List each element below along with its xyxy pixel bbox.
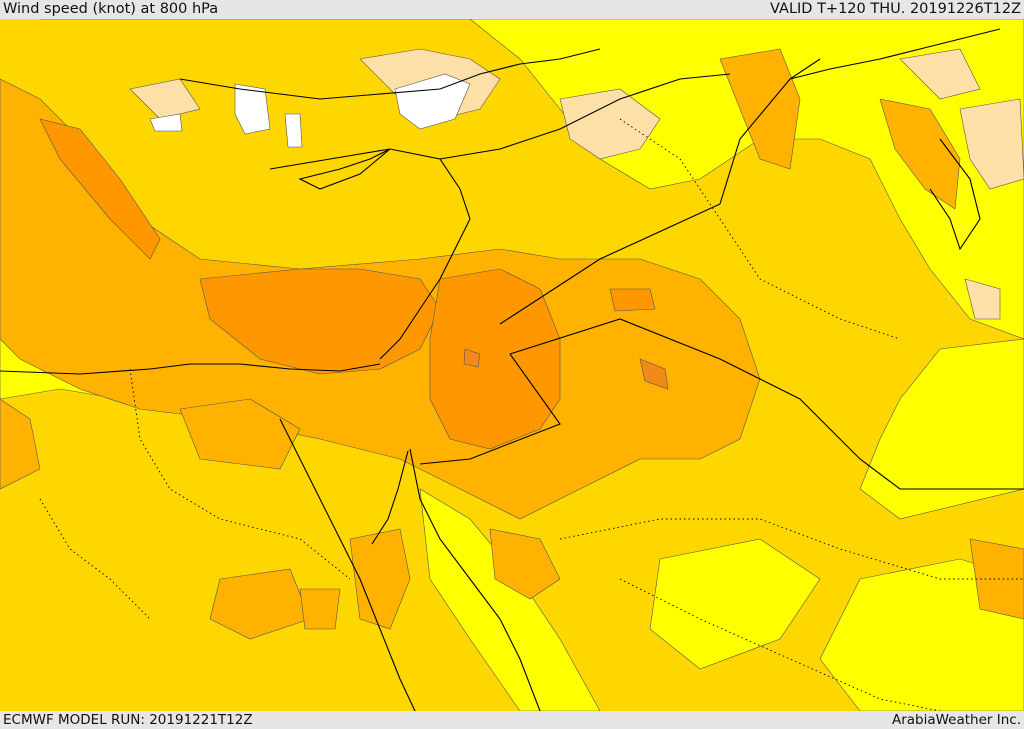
dotted-boundaries (39, 118, 1024, 711)
dark-orange-iraq-patch (639, 358, 669, 390)
iraq-iran-border (719, 58, 821, 205)
orange-cyprus-west (39, 118, 161, 260)
saudi-iraq-border (509, 318, 1024, 490)
yellow-se-patch (649, 538, 821, 670)
syria-turkey-border (439, 73, 731, 160)
saudi-jordan-border (419, 353, 561, 465)
light-persian-gulf (959, 98, 1024, 190)
amber-iraq-north (719, 48, 801, 170)
calm-regions (149, 73, 471, 148)
amber-sinai-west (179, 398, 301, 470)
light-gulf-coast (964, 278, 1001, 320)
arabia-red-sea-coast (409, 448, 541, 711)
persian-gulf-coast (929, 138, 981, 251)
saudi-dotted-line-1 (559, 518, 1024, 580)
model-run: ECMWF MODEL RUN: 20191221T12Z (3, 712, 253, 728)
yellow-east-band (859, 338, 1024, 520)
calm-aegean-east (284, 113, 303, 148)
yellow-red-sea-strip (419, 488, 601, 711)
jordan-iraq-border (499, 203, 721, 325)
cyprus-outline (298, 148, 391, 190)
sinai-red-sea-coast (279, 418, 416, 711)
iran-border (789, 28, 1001, 80)
orange-jordan (429, 268, 561, 450)
iraq-dotted-line (619, 118, 901, 340)
header-bar: Wind speed (knot) at 800 hPa VALID T+120… (0, 0, 1024, 19)
footer-bar: ECMWF MODEL RUN: 20191221T12Z ArabiaWeat… (0, 711, 1024, 729)
orange-regions (39, 118, 656, 450)
yellow-south-patch (819, 558, 1024, 711)
light-syria-iraq (559, 88, 661, 160)
amber-egypt-south (209, 568, 311, 640)
saudi-dotted-line-2 (619, 578, 941, 711)
gulf-of-aqaba (371, 450, 409, 545)
calm-aegean-west (234, 83, 271, 135)
valid-time: VALID T+120 THU. 20191226T12Z (770, 1, 1021, 17)
dark-orange-jordan-patch (463, 348, 481, 368)
coastlines-and-borders (0, 28, 1024, 711)
dark-orange-regions (463, 348, 669, 390)
amber-iran-west (879, 98, 961, 210)
amber-north-red-sea (349, 528, 411, 630)
levant-coast (379, 188, 471, 360)
egypt-north-coast (0, 363, 381, 375)
light-regions (129, 48, 1024, 320)
orange-saudi-patch (609, 288, 656, 312)
wind-speed-map (0, 19, 1024, 711)
map-title: Wind speed (knot) at 800 hPa (3, 1, 219, 17)
amber-west-bulge (0, 398, 41, 490)
amber-hejaz (489, 528, 561, 600)
calm-aegean-south (149, 113, 183, 132)
orange-east-med (199, 268, 441, 375)
light-aegean (129, 78, 201, 120)
black-sea-coast (179, 48, 601, 100)
light-kuwait (899, 48, 981, 100)
calm-central-turkey (394, 73, 471, 130)
amber-east-patch (969, 538, 1024, 620)
egypt-dotted-line (129, 368, 351, 580)
credit: ArabiaWeather Inc. (891, 712, 1021, 728)
amber-egypt-south-2 (299, 588, 341, 630)
